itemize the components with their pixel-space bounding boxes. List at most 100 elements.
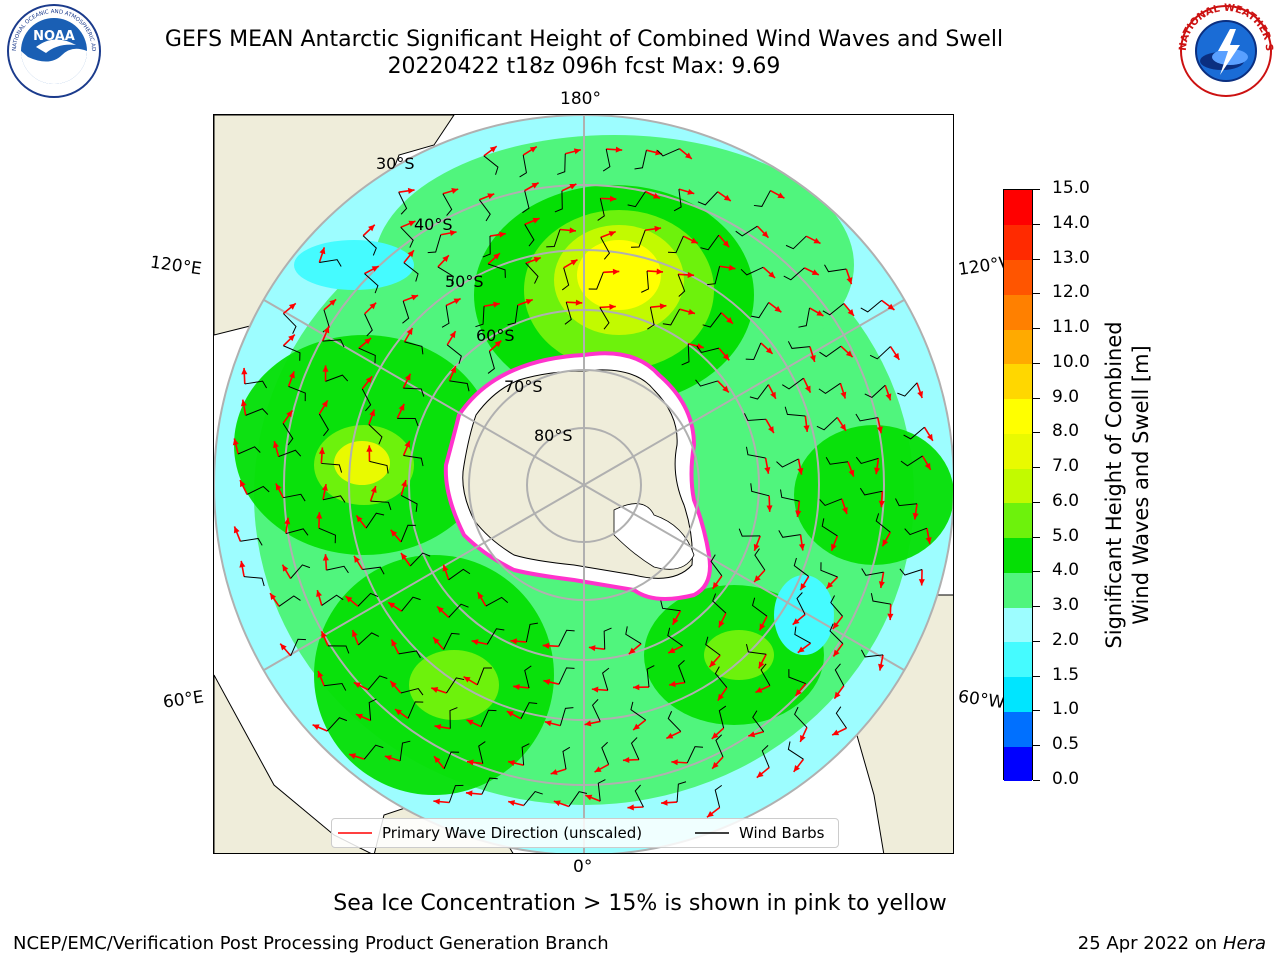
wave-arrow-head — [726, 317, 733, 324]
wind-barb — [855, 413, 878, 422]
wind-barb — [449, 380, 470, 392]
wave-arrow-head — [404, 373, 411, 381]
wind-barb — [278, 595, 301, 607]
wind-barb — [564, 302, 572, 325]
wave-arrow-head — [656, 268, 664, 275]
wave-arrow-head — [288, 334, 295, 342]
wind-barb — [834, 663, 845, 686]
wind-barb — [819, 498, 843, 506]
wind-barb — [327, 645, 350, 654]
colorbar-tick-label: 11.0 — [1052, 317, 1090, 338]
wind-barb — [409, 552, 431, 567]
wind-barb — [357, 592, 379, 607]
wind-barb — [647, 307, 655, 330]
colorbar-tick — [1033, 501, 1040, 503]
wave-arrow-head — [612, 268, 620, 275]
wave-arrow-head — [668, 647, 676, 653]
wave-arrow-head — [688, 308, 695, 315]
colorbar-segment — [1004, 363, 1032, 400]
wave-arrow-head — [792, 618, 800, 625]
wave-arrow-head — [408, 220, 416, 227]
wind-barb — [519, 154, 527, 178]
machine-name: Hera — [1222, 933, 1266, 954]
vector-field — [232, 145, 934, 818]
wind-barb — [557, 153, 566, 175]
lat-label-30s: 30°S — [376, 154, 415, 173]
colorbar-tick — [1033, 362, 1040, 364]
noaa-logo: NOAA NATIONAL OCEANIC AND ATMOSPHERIC AD… — [6, 3, 101, 98]
wind-barb — [322, 339, 345, 348]
colorbar-tick-label: 15.0 — [1052, 178, 1090, 198]
wave-arrow-head — [463, 676, 471, 683]
wind-barb — [630, 737, 640, 760]
wave-arrow-head — [239, 560, 246, 568]
wave-arrow-head — [588, 645, 596, 652]
wave-arrow-head — [628, 647, 636, 654]
wind-barb — [558, 667, 575, 685]
wave-arrow-head — [770, 391, 776, 399]
wind-barb — [754, 548, 766, 571]
wave-arrow-head — [661, 799, 668, 806]
wave-arrow-head — [466, 719, 474, 726]
wind-barb — [743, 413, 766, 422]
colorbar-tick-label: 0.0 — [1052, 769, 1080, 789]
wave-arrow-head — [842, 507, 848, 515]
wind-barb — [448, 568, 471, 581]
wind-barb — [780, 489, 800, 502]
wave-arrow-head — [494, 340, 502, 348]
wave-arrow-head — [748, 731, 756, 738]
wind-barb — [398, 192, 408, 215]
wave-arrow-head — [759, 623, 766, 631]
wave-arrow-head — [499, 231, 506, 238]
wind-barb — [283, 345, 301, 361]
wave-arrow-head — [839, 423, 846, 431]
wind-barb — [821, 518, 838, 537]
wind-barb — [860, 649, 884, 658]
wave-arrow-head — [753, 543, 760, 551]
wind-barb — [712, 593, 727, 614]
wave-arrow-head — [659, 303, 667, 310]
wind-barb — [358, 632, 380, 646]
colorbar-segment — [1004, 259, 1032, 295]
wind-barb — [710, 554, 723, 577]
wave-arrow-head — [831, 543, 837, 551]
colorbar-segment — [1004, 746, 1032, 782]
colorbar-tick — [1033, 710, 1040, 712]
wind-barb — [784, 406, 806, 417]
wave-arrow-head — [609, 303, 616, 310]
wind-barb — [404, 341, 424, 355]
wind-barb — [290, 638, 306, 656]
polar-map: 30°S 40°S 50°S 60°S 70°S 80°S Primary Wa… — [213, 114, 954, 854]
wind-barb — [361, 388, 372, 412]
wind-barb — [816, 417, 838, 431]
wind-barb — [601, 741, 610, 765]
wave-arrow-head — [353, 682, 361, 689]
colorbar-tick — [1033, 328, 1040, 330]
wind-barb — [521, 743, 530, 766]
wave-arrow-head — [804, 385, 811, 393]
lon-label-0: 0° — [573, 857, 593, 877]
wave-arrow-head — [321, 631, 327, 639]
colorbar-segment — [1004, 468, 1032, 504]
wind-barb — [662, 308, 681, 326]
wind-barb — [819, 345, 842, 358]
wave-arrow-head — [477, 592, 484, 600]
wave-arrow-head — [585, 794, 593, 801]
colorbar-segment — [1004, 676, 1032, 712]
wave-arrow-head — [669, 681, 676, 688]
wind-barb — [700, 234, 720, 251]
wave-arrow-head — [273, 441, 279, 449]
wind-barb — [753, 190, 771, 207]
wave-arrow-head — [912, 512, 919, 520]
wave-arrow-head — [709, 660, 716, 668]
wave-arrow-head — [322, 554, 329, 561]
wave-arrow-head — [543, 679, 551, 685]
wave-arrow-head — [816, 310, 824, 316]
wave-arrow-head — [846, 277, 853, 285]
wave-arrow-head — [690, 237, 698, 244]
wave-arrow-head — [887, 303, 895, 310]
wave-arrow-head — [280, 643, 287, 651]
wave-arrow-head — [687, 271, 695, 278]
colorbar-tick — [1033, 258, 1040, 260]
wind-barb — [403, 387, 425, 397]
